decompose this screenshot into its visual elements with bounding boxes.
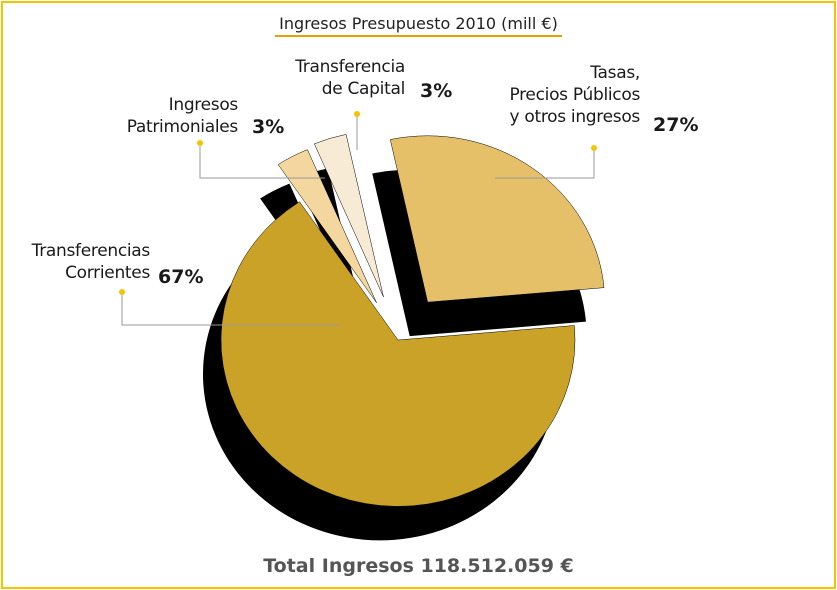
leader-dot bbox=[591, 145, 597, 151]
footer: Total Ingresos 118.512.059 € bbox=[263, 555, 574, 577]
slice-label: Tasas, Precios Públicos y otros ingresos bbox=[509, 63, 640, 127]
leader-line bbox=[199, 143, 325, 179]
leader-dot bbox=[119, 289, 125, 295]
slice bbox=[220, 201, 576, 507]
leader-line bbox=[121, 292, 340, 326]
slice bbox=[389, 135, 605, 303]
slice bbox=[277, 149, 377, 303]
slice-label: Transferencia de Capital bbox=[295, 57, 405, 99]
slice-label: Ingresos Patrimoniales bbox=[126, 95, 239, 137]
leader-dot bbox=[354, 111, 360, 117]
value-label: 3% bbox=[252, 116, 285, 138]
title-box: Ingresos Presupuesto 2010 (mill €) bbox=[0, 14, 837, 37]
chart-title: Ingresos Presupuesto 2010 (mill €) bbox=[275, 14, 562, 37]
slice bbox=[313, 134, 384, 298]
leader-line bbox=[495, 148, 595, 179]
value-label: 3% bbox=[420, 80, 453, 102]
slice-label: Transferencias Corrientes bbox=[31, 241, 151, 283]
value-label: 27% bbox=[653, 114, 699, 136]
value-label: 67% bbox=[158, 266, 204, 288]
leader-dot bbox=[197, 140, 203, 146]
